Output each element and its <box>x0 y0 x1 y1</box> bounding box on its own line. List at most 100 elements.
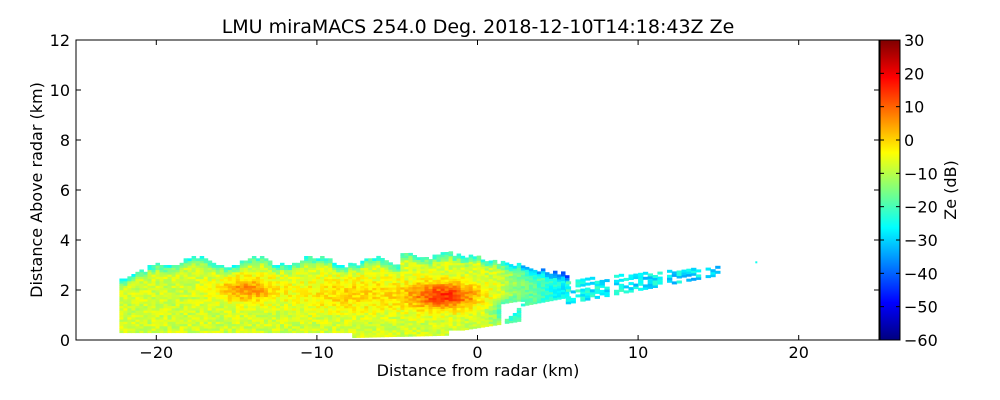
echo-cell <box>695 274 702 278</box>
echo-cell <box>352 281 357 284</box>
echo-cell <box>508 293 514 297</box>
echo-cell <box>263 319 269 322</box>
echo-cell <box>308 294 313 298</box>
echo-cell <box>686 278 692 282</box>
echo-cell <box>512 270 518 274</box>
echo-cell <box>492 318 498 322</box>
colorbar-label: Ze (dB) <box>941 160 960 220</box>
echo-cell <box>376 278 381 282</box>
echo-cell <box>131 325 136 329</box>
echo-cell <box>231 278 237 282</box>
echo-cell <box>553 286 558 290</box>
echo-cell <box>676 275 682 279</box>
echo-cell <box>135 296 140 300</box>
echo-cell <box>392 273 397 277</box>
echo-cell <box>300 274 305 277</box>
echo-cell <box>288 296 293 300</box>
echo-cell <box>183 269 189 273</box>
echo-cell <box>360 260 365 264</box>
echo-cell <box>432 290 437 294</box>
echo-cell <box>336 276 341 280</box>
echo-cell <box>528 284 534 287</box>
echo-cell <box>356 283 361 287</box>
echo-cell <box>199 258 205 262</box>
echo-cell <box>292 262 297 266</box>
echo-cell <box>452 282 458 286</box>
echo-cell <box>340 283 345 286</box>
echo-cell <box>267 307 273 311</box>
echo-cell <box>207 292 213 295</box>
echo-cell <box>404 318 409 321</box>
echo-cell <box>139 319 144 322</box>
echo-cell <box>191 265 197 268</box>
echo-cell <box>400 302 405 306</box>
echo-cell <box>143 287 148 291</box>
echo-cell <box>207 314 213 318</box>
echo-cell <box>436 308 441 312</box>
echo-cell <box>187 267 193 271</box>
echo-cell <box>211 319 217 322</box>
echo-cell <box>243 267 249 271</box>
echo-cell <box>400 298 405 301</box>
echo-cell <box>545 292 550 296</box>
echo-cell <box>520 274 526 278</box>
echo-cell <box>159 287 164 291</box>
x-tick-label: −10 <box>300 343 334 362</box>
echo-cell <box>472 323 478 327</box>
echo-cell <box>247 301 253 304</box>
echo-cell <box>400 307 405 310</box>
echo-cell <box>404 266 409 270</box>
echo-cell <box>528 290 534 294</box>
echo-cell <box>336 298 341 302</box>
echo-cell <box>187 307 193 311</box>
echo-cell <box>557 274 562 278</box>
echo-cell <box>227 287 233 291</box>
echo-cell <box>360 312 365 316</box>
echo-cell <box>420 259 425 263</box>
echo-cell <box>123 287 128 291</box>
echo-cell <box>207 289 213 293</box>
echo-cell <box>123 289 128 293</box>
echo-cell <box>392 311 397 315</box>
echo-cell <box>404 293 409 297</box>
echo-cell <box>235 314 241 318</box>
echo-cell <box>259 287 265 291</box>
echo-cell <box>243 260 249 264</box>
echo-cell <box>304 314 309 318</box>
echo-cell <box>324 328 329 331</box>
echo-cell <box>352 267 357 271</box>
echo-cell <box>155 298 160 302</box>
echo-cell <box>404 329 409 333</box>
echo-cell <box>392 296 397 299</box>
echo-cell <box>300 314 305 318</box>
echo-cell <box>227 298 233 302</box>
echo-cell <box>155 267 160 271</box>
echo-cell <box>292 278 297 282</box>
echo-cell <box>167 276 172 280</box>
echo-cell <box>561 296 566 299</box>
echo-cell <box>336 325 341 329</box>
echo-cell <box>340 285 345 289</box>
echo-cell <box>243 323 249 327</box>
echo-cell <box>328 289 333 293</box>
echo-cell <box>392 280 397 283</box>
echo-cell <box>320 325 325 329</box>
echo-cell <box>227 328 233 331</box>
echo-cell <box>308 256 313 259</box>
echo-cell <box>123 310 128 313</box>
echo-cell <box>275 278 281 282</box>
echo-cell <box>127 312 132 316</box>
echo-cell <box>508 318 514 321</box>
echo-cell <box>215 323 221 327</box>
echo-cell <box>380 276 385 279</box>
echo-cell <box>280 307 285 311</box>
echo-cell <box>420 272 425 276</box>
echo-cell <box>464 293 470 297</box>
echo-cell <box>460 262 466 266</box>
echo-cell <box>247 321 253 325</box>
echo-cell <box>300 312 305 316</box>
echo-cell <box>275 307 281 311</box>
echo-cell <box>404 316 409 319</box>
echo-cell <box>504 318 510 322</box>
echo-cell <box>580 298 586 302</box>
